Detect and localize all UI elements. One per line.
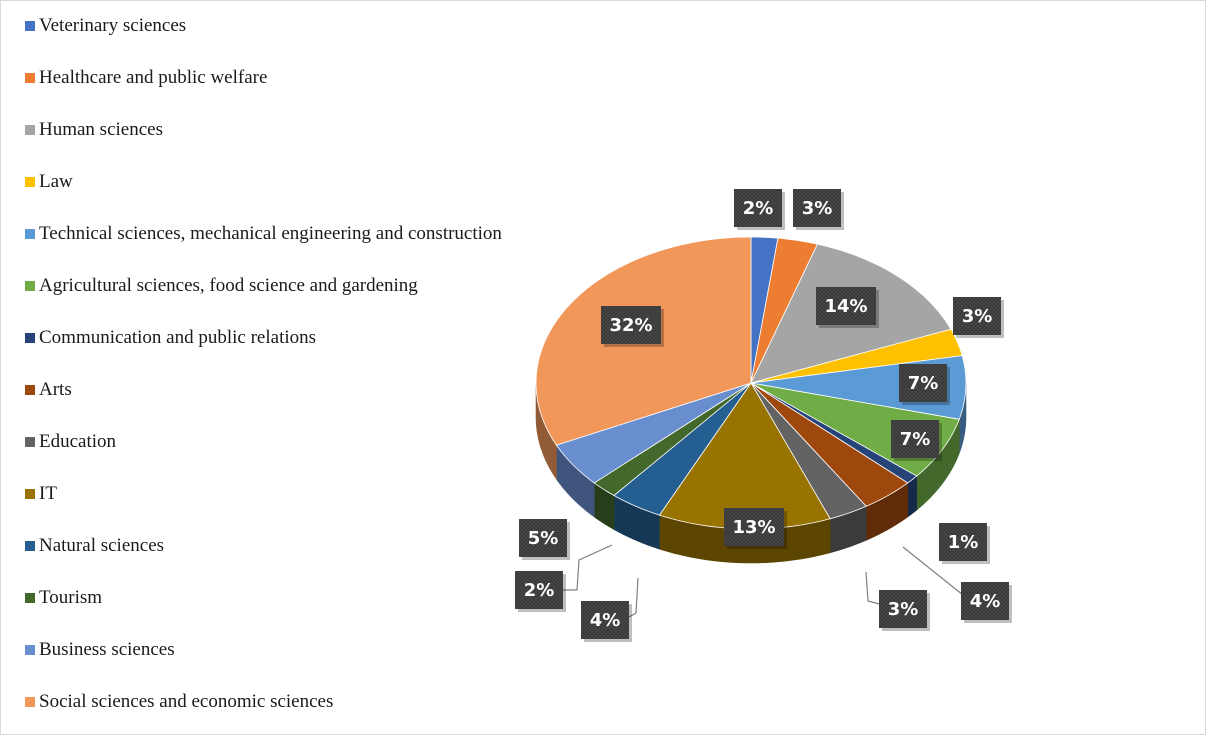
data-label-text: 5% [528, 528, 559, 549]
data-label-box [891, 420, 939, 458]
data-label-it: 13% [724, 508, 787, 549]
data-label-text: 3% [962, 306, 993, 327]
data-label-box [519, 519, 567, 557]
pie-slice-business-sciences [555, 382, 752, 484]
legend-swatch [25, 229, 35, 239]
data-label-box [724, 508, 784, 546]
data-label-technical-sciences-mechanical-engineering-and-construction: 7% [899, 364, 950, 405]
legend-item-human-sciences: Human sciences [25, 119, 515, 141]
data-label-veterinary-sciences: 2% [734, 189, 785, 230]
legend-item-education: Education [25, 431, 515, 453]
legend-item-tourism: Tourism [25, 587, 515, 609]
data-label-box [601, 306, 661, 344]
legend-swatch [25, 21, 35, 31]
legend-label: Agricultural sciences, food science and … [39, 275, 418, 296]
legend-item-business-sciences: Business sciences [25, 639, 515, 661]
data-label-text: 7% [908, 373, 939, 394]
data-label-human-sciences: 14% [816, 287, 879, 328]
data-label-box [953, 297, 1001, 335]
data-label-box [793, 189, 841, 227]
data-label-text: 7% [900, 429, 931, 450]
legend-label: Natural sciences [39, 535, 165, 556]
legend-item-natural-sciences: Natural sciences [25, 535, 515, 557]
data-label-text: 2% [524, 580, 555, 601]
data-label-box [961, 582, 1009, 620]
legend-swatch [25, 385, 35, 395]
data-label-natural-sciences: 4% [581, 601, 632, 642]
legend-swatch [25, 645, 35, 655]
data-label-text: 3% [888, 599, 919, 620]
legend-label: Communication and public relations [39, 327, 317, 348]
pie-slice-natural-sciences [613, 382, 752, 516]
legend-label: Healthcare and public welfare [39, 67, 268, 88]
data-label-text: 4% [970, 591, 1001, 612]
legend-item-law: Law [25, 171, 515, 193]
legend-swatch [25, 541, 35, 551]
data-label-box [581, 601, 629, 639]
legend-swatch [25, 697, 35, 707]
legend-item-it: IT [25, 483, 515, 505]
pie-slice-education [750, 382, 867, 520]
pie-slice-healthcare-and-public-welfare [750, 237, 819, 384]
data-label-arts: 4% [961, 582, 1012, 623]
legend-label: Tourism [39, 587, 103, 608]
legend-item-technical-sciences-mechanical-engineering-and-construction: Technical sciences, mechanical engineeri… [25, 223, 515, 245]
legend-swatch [25, 437, 35, 447]
data-label-business-sciences: 5% [519, 519, 570, 560]
legend-label: Law [39, 171, 73, 192]
legend-swatch [25, 593, 35, 603]
legend-item-social-sciences-and-economic-sciences: Social sciences and economic sciences [25, 691, 515, 713]
data-label-box [899, 364, 947, 402]
data-label-agricultural-sciences-food-science-and-gardening: 7% [891, 420, 942, 461]
legend-swatch [25, 281, 35, 291]
data-label-text: 3% [802, 198, 833, 219]
leader-line-natural-sciences [628, 577, 639, 618]
legend-label: Arts [39, 379, 72, 400]
legend-label: Business sciences [39, 639, 175, 660]
legend-swatch [25, 489, 35, 499]
legend-swatch [25, 333, 35, 343]
pie-slice-communication-and-public-relations [750, 382, 918, 484]
legend-swatch [25, 73, 35, 83]
legend-item-veterinary-sciences: Veterinary sciences [25, 15, 515, 37]
data-label-healthcare-and-public-welfare: 3% [793, 189, 844, 230]
pie-slice-law [750, 328, 963, 384]
data-label-text: 2% [743, 198, 774, 219]
data-label-text: 1% [948, 532, 979, 553]
legend-label: Technical sciences, mechanical engineeri… [39, 223, 502, 244]
data-label-text: 32% [609, 315, 652, 336]
pie-slice-tourism [593, 382, 752, 496]
data-label-text: 4% [590, 610, 621, 631]
legend-label: Veterinary sciences [39, 15, 187, 36]
legend-item-communication-and-public-relations: Communication and public relations [25, 327, 515, 349]
legend-swatch [25, 125, 35, 135]
data-label-box [939, 523, 987, 561]
legend-swatch [25, 177, 35, 187]
data-label-law: 3% [953, 297, 1004, 338]
legend-label: Human sciences [39, 119, 163, 140]
legend-label: Social sciences and economic sciences [39, 691, 334, 712]
data-label-text: 13% [732, 517, 775, 538]
data-label-text: 14% [824, 296, 867, 317]
data-label-box [734, 189, 782, 227]
data-label-box [879, 590, 927, 628]
legend-item-agricultural-sciences-food-science-and-gardening: Agricultural sciences, food science and … [25, 275, 515, 297]
data-label-box [515, 571, 563, 609]
legend-label: Education [39, 431, 117, 452]
data-label-education: 3% [879, 590, 930, 631]
data-label-communication-and-public-relations: 1% [939, 523, 990, 564]
legend-item-healthcare-and-public-welfare: Healthcare and public welfare [25, 67, 515, 89]
legend-item-arts: Arts [25, 379, 515, 401]
leader-line-education [865, 571, 884, 606]
data-label-social-sciences-and-economic-sciences: 32% [601, 306, 664, 347]
legend-label: IT [39, 483, 57, 504]
data-label-box [816, 287, 876, 325]
pie-slice-arts [750, 382, 909, 507]
data-label-tourism: 2% [515, 571, 566, 612]
leader-line-tourism [563, 544, 613, 591]
